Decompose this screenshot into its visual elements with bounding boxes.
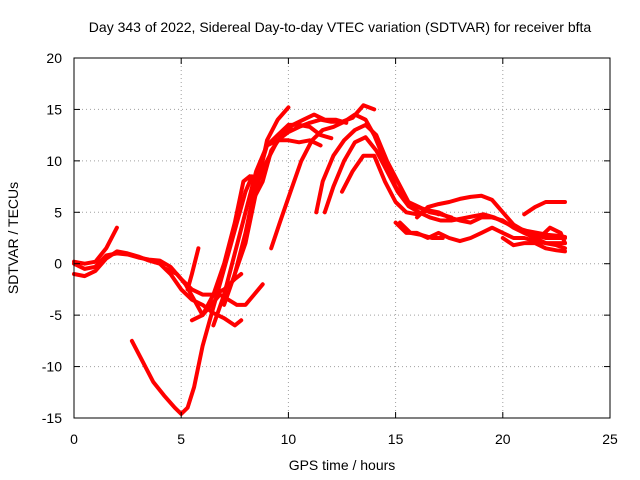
series-line-arc-03 [72,225,119,266]
series-line-arc-07 [189,174,252,323]
series-line-arc-15 [322,135,567,239]
y-tick-label: 0 [54,256,62,272]
plot-frame [73,57,611,419]
y-tick-label: 5 [54,204,62,220]
x-tick-label: 20 [495,431,511,447]
y-tick-label: -15 [42,410,62,426]
series-line-arc-22 [526,225,567,246]
y-axis-label: SDTVAR / TECUs [5,182,21,294]
series-line-arc-14 [314,122,454,220]
series-line-arc-10 [232,122,334,276]
y-tick-label: 15 [46,101,62,117]
chart-title: Day 343 of 2022, Sidereal Day-to-day VTE… [89,19,592,35]
plot-area [72,103,567,416]
x-axis-label: GPS time / hours [289,457,396,473]
series-line-arc-05 [185,246,201,292]
series-line-arc-18 [397,220,445,240]
x-tick-label: 15 [388,431,404,447]
x-tick-label: 0 [70,431,78,447]
series-line-arc-13 [269,112,441,251]
x-tick-label: 25 [602,431,618,447]
x-tick-label: 5 [177,431,185,447]
series-line-arc-20 [500,236,567,254]
series-line-arc-21 [522,200,567,217]
y-tick-label: -5 [50,307,63,323]
axis-ticks: 0 5 10 15 20 25 -15 -10 -5 0 5 10 15 20 [42,50,618,447]
y-tick-label: 10 [46,153,62,169]
x-tick-label: 10 [281,431,297,447]
y-tick-label: -10 [42,359,62,375]
y-tick-label: 20 [46,50,62,66]
